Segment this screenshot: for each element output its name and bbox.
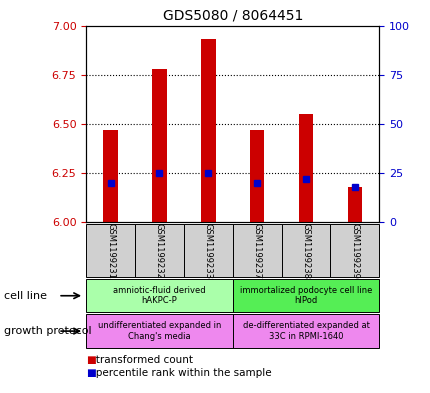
Text: cell line: cell line — [4, 291, 47, 301]
Bar — [298, 114, 313, 222]
Text: undifferentiated expanded in
Chang's media: undifferentiated expanded in Chang's med… — [98, 321, 221, 341]
Text: growth protocol: growth protocol — [4, 326, 92, 336]
Text: GSM1199232: GSM1199232 — [155, 222, 163, 279]
Bar — [232, 224, 281, 277]
Text: GSM1199231: GSM1199231 — [106, 222, 115, 279]
Bar — [232, 279, 378, 312]
Text: percentile rank within the sample: percentile rank within the sample — [86, 368, 271, 378]
Title: GDS5080 / 8064451: GDS5080 / 8064451 — [162, 9, 302, 23]
Text: ■: ■ — [86, 368, 96, 378]
Bar — [184, 224, 232, 277]
Bar — [86, 279, 232, 312]
Bar — [249, 130, 264, 222]
Bar — [330, 224, 378, 277]
Bar — [232, 314, 378, 348]
Text: GSM1199239: GSM1199239 — [350, 222, 359, 279]
Bar — [135, 224, 184, 277]
Text: ■: ■ — [86, 354, 96, 365]
Bar — [86, 314, 232, 348]
Text: GSM1199238: GSM1199238 — [301, 222, 310, 279]
Bar — [103, 130, 118, 222]
Text: immortalized podocyte cell line
hIPod: immortalized podocyte cell line hIPod — [239, 286, 372, 305]
Bar — [86, 224, 135, 277]
Bar — [200, 39, 215, 222]
Text: amniotic-fluid derived
hAKPC-P: amniotic-fluid derived hAKPC-P — [113, 286, 205, 305]
Text: GSM1199237: GSM1199237 — [252, 222, 261, 279]
Text: transformed count: transformed count — [86, 354, 193, 365]
Bar — [152, 69, 166, 222]
Text: GSM1199233: GSM1199233 — [203, 222, 212, 279]
Bar — [347, 187, 361, 222]
Text: de-differentiated expanded at
33C in RPMI-1640: de-differentiated expanded at 33C in RPM… — [242, 321, 369, 341]
Bar — [281, 224, 330, 277]
